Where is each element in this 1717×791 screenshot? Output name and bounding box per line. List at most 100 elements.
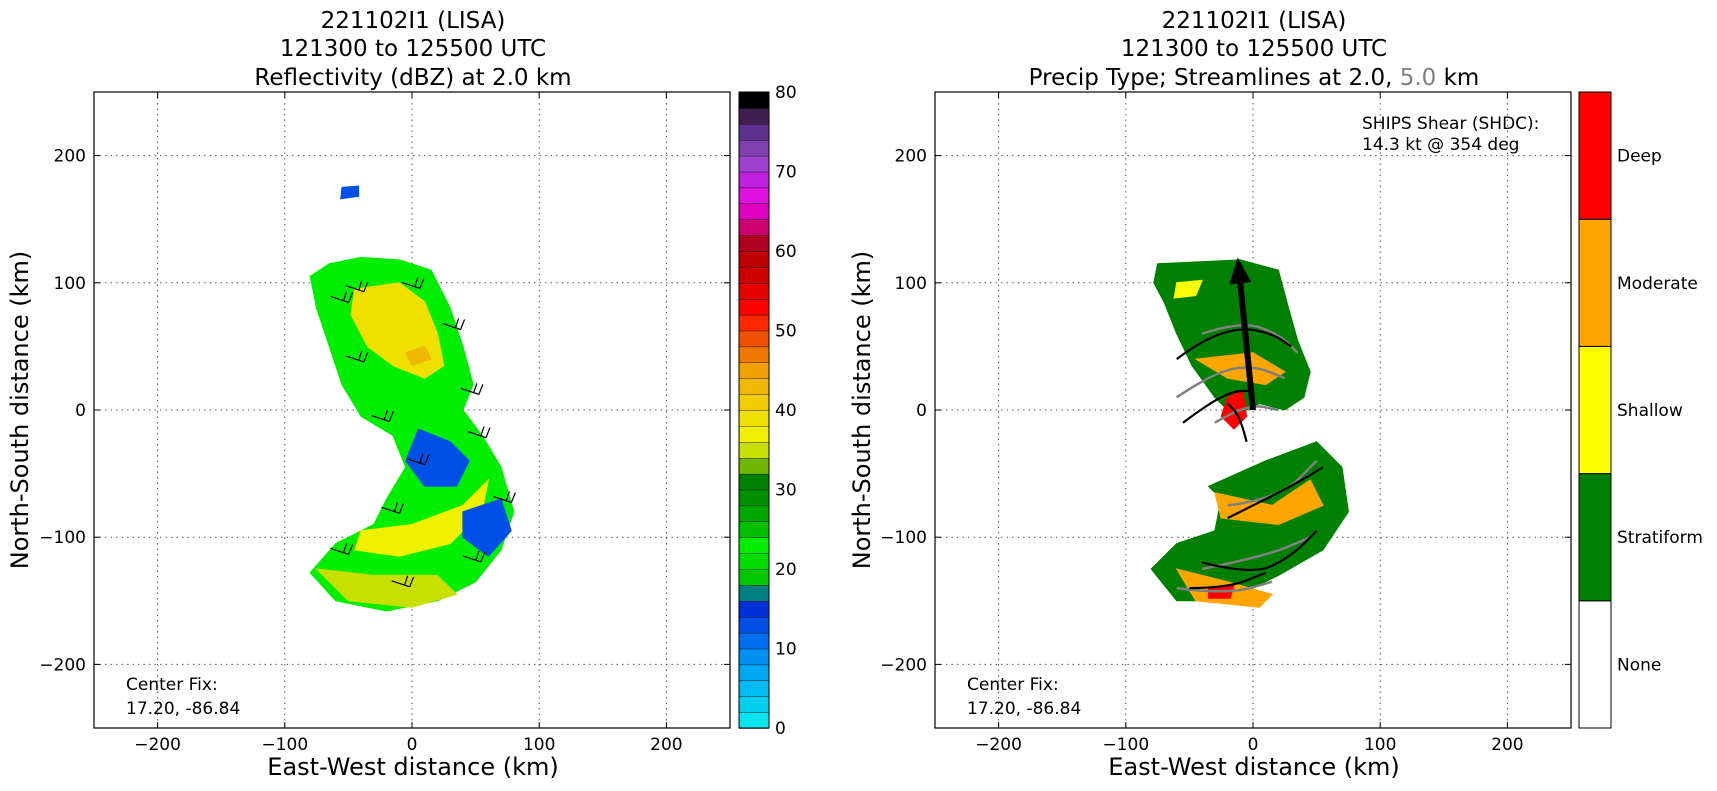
x-tick-label: 0 — [407, 735, 418, 755]
colorbar-category-label: Shallow — [1617, 401, 1683, 421]
reflectivity-region — [315, 568, 458, 608]
wind-barb — [406, 453, 430, 466]
wind-barb — [442, 318, 466, 331]
y-tick-label: −100 — [39, 528, 86, 548]
colorbar-tick-label: 10 — [775, 640, 797, 660]
shear-value: 14.3 kt @ 354 deg — [1362, 135, 1519, 155]
panel1-center-fix-label: Center Fix: — [126, 675, 218, 695]
panel1-ticks: −200 −100 0 100 200 −200 −100 0 100 200 — [39, 92, 730, 755]
reflectivity-panel: 221102I1 (LISA) 121300 to 125500 UTC Ref… — [6, 8, 797, 781]
precip-shallow-region — [1173, 279, 1203, 299]
colorbar-bin — [738, 91, 770, 109]
colorbar-bin — [738, 218, 770, 236]
precip-moderate-region — [1214, 479, 1324, 526]
reflectivity-colorbar: 0 10 20 30 40 50 60 70 80 — [738, 83, 797, 739]
colorbar-bin — [738, 123, 770, 141]
streamline-2km — [1176, 328, 1292, 360]
precip-type-panel: 221102I1 (LISA) 121300 to 125500 UTC Pre… — [848, 8, 1703, 781]
colorbar-frame — [1578, 91, 1612, 729]
colorbar-bin — [738, 203, 770, 220]
shear-vector-shaft — [1237, 282, 1256, 411]
colorbar-category-label: Deep — [1617, 147, 1662, 167]
colorbar-tick-label: 50 — [775, 322, 797, 342]
colorbar-tick-label: 60 — [775, 242, 797, 262]
colorbar-bin — [738, 616, 770, 634]
reflectivity-region — [405, 428, 470, 487]
wind-barb — [330, 543, 354, 555]
wind-barb — [330, 291, 354, 304]
colorbar-tick-label: 20 — [775, 560, 797, 580]
colorbar-bin — [738, 425, 770, 443]
colorbar-bin — [738, 457, 770, 475]
x-tick-label: 100 — [523, 735, 555, 755]
panel2-title-line3-highlight: 5.0 — [1400, 65, 1437, 91]
colorbar-bin — [738, 266, 770, 284]
y-tick-label: 200 — [895, 147, 927, 167]
panel2-xlabel: East-West distance (km) — [1108, 753, 1399, 781]
panel2-title-line3-end: km — [1436, 65, 1479, 91]
wind-barb — [493, 491, 516, 504]
x-tick-label: −100 — [1102, 735, 1149, 755]
panel2-title-line3-start: Precip Type; Streamlines at 2.0, — [1029, 65, 1400, 91]
colorbar-bin — [738, 250, 770, 268]
colorbar-bin — [738, 473, 770, 491]
colorbar-category-none — [1578, 600, 1612, 729]
colorbar-tick-label: 80 — [775, 83, 797, 103]
panel1-center-fix-value: 17.20, -86.84 — [126, 699, 240, 719]
streamline-5km — [1201, 323, 1299, 354]
y-tick-label: 200 — [54, 147, 86, 167]
wind-barb — [345, 280, 369, 293]
panel1-xlabel: East-West distance (km) — [267, 753, 558, 781]
panel2-center-fix-label: Center Fix: — [967, 675, 1059, 695]
reflectivity-region — [404, 345, 432, 367]
wind-barb — [462, 550, 486, 563]
colorbar-tick-label: 30 — [775, 481, 797, 501]
colorbar-bin — [738, 568, 770, 586]
streamline-5km — [1176, 580, 1273, 593]
x-tick-label: 200 — [1491, 735, 1523, 755]
wind-barb — [467, 426, 491, 439]
colorbar-bin — [738, 330, 770, 348]
streamline-2km — [1189, 571, 1267, 590]
panel2-title-line2: 121300 to 125500 UTC — [1121, 36, 1387, 62]
precip-type-colorbar: None Stratiform Shallow Moderate Deep — [1578, 91, 1703, 729]
colorbar-bin — [738, 584, 770, 602]
colorbar-bin — [738, 362, 770, 379]
colorbar-category-moderate — [1578, 218, 1612, 347]
colorbar-bin — [738, 409, 770, 427]
colorbar-category-deep — [1578, 91, 1612, 220]
colorbar-bin — [738, 441, 770, 459]
streamline-5km — [1214, 405, 1279, 424]
streamline-5km — [1176, 366, 1286, 399]
streamline-2km — [1226, 402, 1248, 443]
panel2-ticks: −200 −100 0 100 200 −200 −100 0 100 200 — [880, 92, 1571, 755]
y-tick-label: −200 — [880, 655, 927, 675]
colorbar-bin — [738, 234, 770, 252]
panel1-reflectivity-field — [309, 185, 515, 612]
wind-barb — [345, 350, 369, 363]
panel2-title-line1: 221102I1 (LISA) — [1162, 8, 1347, 34]
y-tick-label: 0 — [75, 401, 86, 421]
colorbar-category-label: Stratiform — [1617, 528, 1703, 548]
y-tick-label: −200 — [39, 655, 86, 675]
streamline-2km — [1227, 466, 1324, 520]
reflectivity-region — [462, 498, 512, 557]
colorbar-bin — [738, 107, 770, 125]
colorbar-bin — [738, 139, 770, 157]
colorbar-tick-label: 70 — [775, 163, 797, 183]
colorbar-bin — [738, 298, 770, 316]
shear-vector-head — [1229, 257, 1252, 285]
colorbar-tick-label: 40 — [775, 401, 797, 421]
panel2-grid — [935, 92, 1571, 728]
panel1-wind-barbs — [330, 277, 516, 588]
reflectivity-region — [340, 185, 360, 200]
colorbar-tick-label: 0 — [775, 719, 786, 739]
panel2-center-fix-value: 17.20, -86.84 — [967, 699, 1081, 719]
streamline-2km — [1182, 389, 1253, 424]
streamline-2km — [1201, 530, 1318, 572]
y-tick-label: 100 — [895, 274, 927, 294]
panel1-ylabel: North-South distance (km) — [6, 251, 34, 570]
colorbar-bin — [738, 680, 770, 697]
colorbar-bin — [738, 314, 770, 332]
